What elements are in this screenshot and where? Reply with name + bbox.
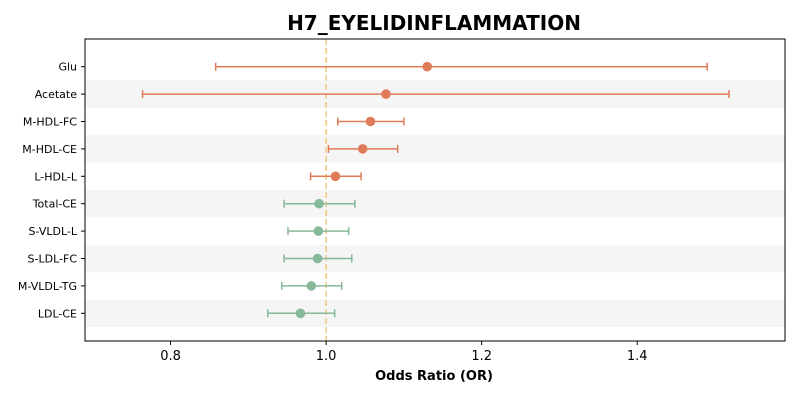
x-tick-label: 0.8: [160, 349, 181, 364]
x-tick-label: 1.2: [471, 349, 492, 364]
point-estimate: [330, 171, 341, 182]
y-tick-label: S-VLDL-L: [29, 225, 78, 238]
point-estimate: [365, 116, 376, 127]
point-estimate: [381, 89, 391, 99]
point-estimate: [314, 198, 324, 209]
y-tick-label: Acetate: [35, 88, 78, 101]
x-tick-label: 1.4: [627, 349, 648, 364]
y-tick-label: LDL-CE: [38, 307, 77, 320]
point-estimate: [295, 308, 306, 319]
point-estimate: [357, 144, 368, 154]
x-axis: 0.8 1.0 1.2 1.4: [160, 341, 648, 364]
row-shading: [85, 80, 785, 327]
row-shade: [85, 190, 785, 218]
y-tick-label: Glu: [58, 61, 77, 74]
row-shade: [85, 244, 785, 273]
plot-marks: [141, 61, 730, 319]
x-axis-label: Odds Ratio (OR): [375, 369, 493, 384]
point-estimate: [306, 281, 317, 291]
point-estimate: [312, 253, 323, 264]
point-estimate: [313, 226, 324, 236]
y-tick-label: M-HDL-FC: [23, 116, 77, 129]
plot-frame: [84, 38, 786, 342]
y-tick-label: M-HDL-CE: [22, 143, 77, 156]
x-tick-label: 1.0: [316, 349, 337, 364]
y-tick-label: S-LDL-FC: [28, 253, 78, 266]
chart-title: H7_EYELIDINFLAMMATION: [287, 11, 581, 35]
y-axis: Glu Acetate M-HDL-FC M-HDL-CE L-HDL-L Total-C…: [18, 61, 85, 320]
y-tick-label: L-HDL-L: [34, 170, 78, 183]
row-shade: [85, 135, 785, 163]
row-shade: [85, 299, 785, 327]
y-tick-label: M-VLDL-TG: [18, 280, 77, 293]
y-tick-label: Total-CE: [32, 198, 77, 211]
point-estimate: [422, 61, 433, 72]
